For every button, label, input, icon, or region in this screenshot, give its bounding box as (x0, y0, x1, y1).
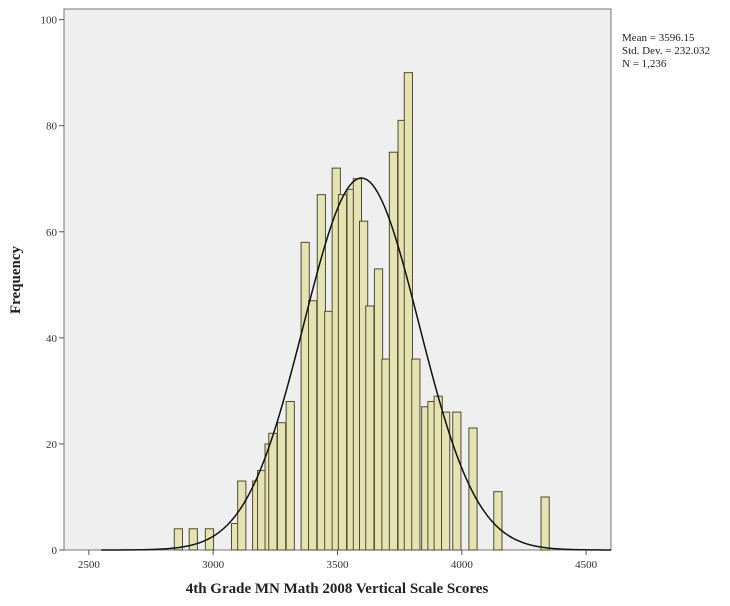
x-tick-label: 3000 (202, 559, 225, 571)
histogram-bar-9 (268, 432, 278, 551)
histogram-bar-10 (276, 422, 287, 551)
histogram-bar-2 (188, 528, 198, 551)
stats-legend: Mean = 3596.15 Std. Dev. = 232.032 N = 1… (622, 32, 710, 71)
x-tick-label: 3500 (327, 559, 350, 571)
histogram-bar-34 (493, 491, 503, 551)
histogram-bar-35 (540, 496, 550, 551)
y-axis-title: Frequency (8, 245, 24, 314)
histogram-bar-33 (468, 427, 478, 551)
histogram-bar-21 (365, 305, 375, 551)
x-axis: 2500 3000 3500 4000 4500 (78, 550, 598, 571)
stats-std-dev: Std. Dev. = 232.032 (622, 45, 710, 57)
histogram-bar-13 (308, 300, 318, 551)
y-tick-label: 80 (46, 121, 58, 133)
y-tick-label: 100 (41, 15, 58, 27)
histogram-bar-5 (237, 480, 247, 551)
y-tick-label: 0 (52, 545, 58, 557)
histogram-bar-26 (403, 72, 413, 551)
histogram-bar-3 (204, 528, 215, 551)
histogram-bar-11 (285, 400, 295, 551)
histogram-bar-24 (388, 151, 399, 551)
x-tick-label: 2500 (78, 559, 101, 571)
bars-group (173, 72, 550, 551)
histogram-bar-32 (452, 411, 462, 551)
histogram-bar-27 (411, 358, 421, 551)
y-tick-label: 20 (46, 439, 58, 451)
normal-curve (101, 177, 612, 551)
y-axis: 0 20 40 60 80 100 (41, 15, 64, 557)
histogram-bar-17 (337, 194, 348, 551)
x-tick-label: 4500 (575, 559, 598, 571)
stats-mean: Mean = 3596.15 (622, 32, 695, 44)
x-tick-label: 4000 (451, 559, 474, 571)
x-axis-title: 4th Grade MN Math 2008 Vertical Scale Sc… (186, 581, 489, 597)
y-tick-label: 60 (46, 227, 58, 239)
stats-n: N = 1,236 (622, 58, 667, 70)
histogram-bar-31 (441, 411, 451, 551)
y-tick-label: 40 (46, 333, 58, 345)
histogram-bar-1 (173, 528, 183, 551)
